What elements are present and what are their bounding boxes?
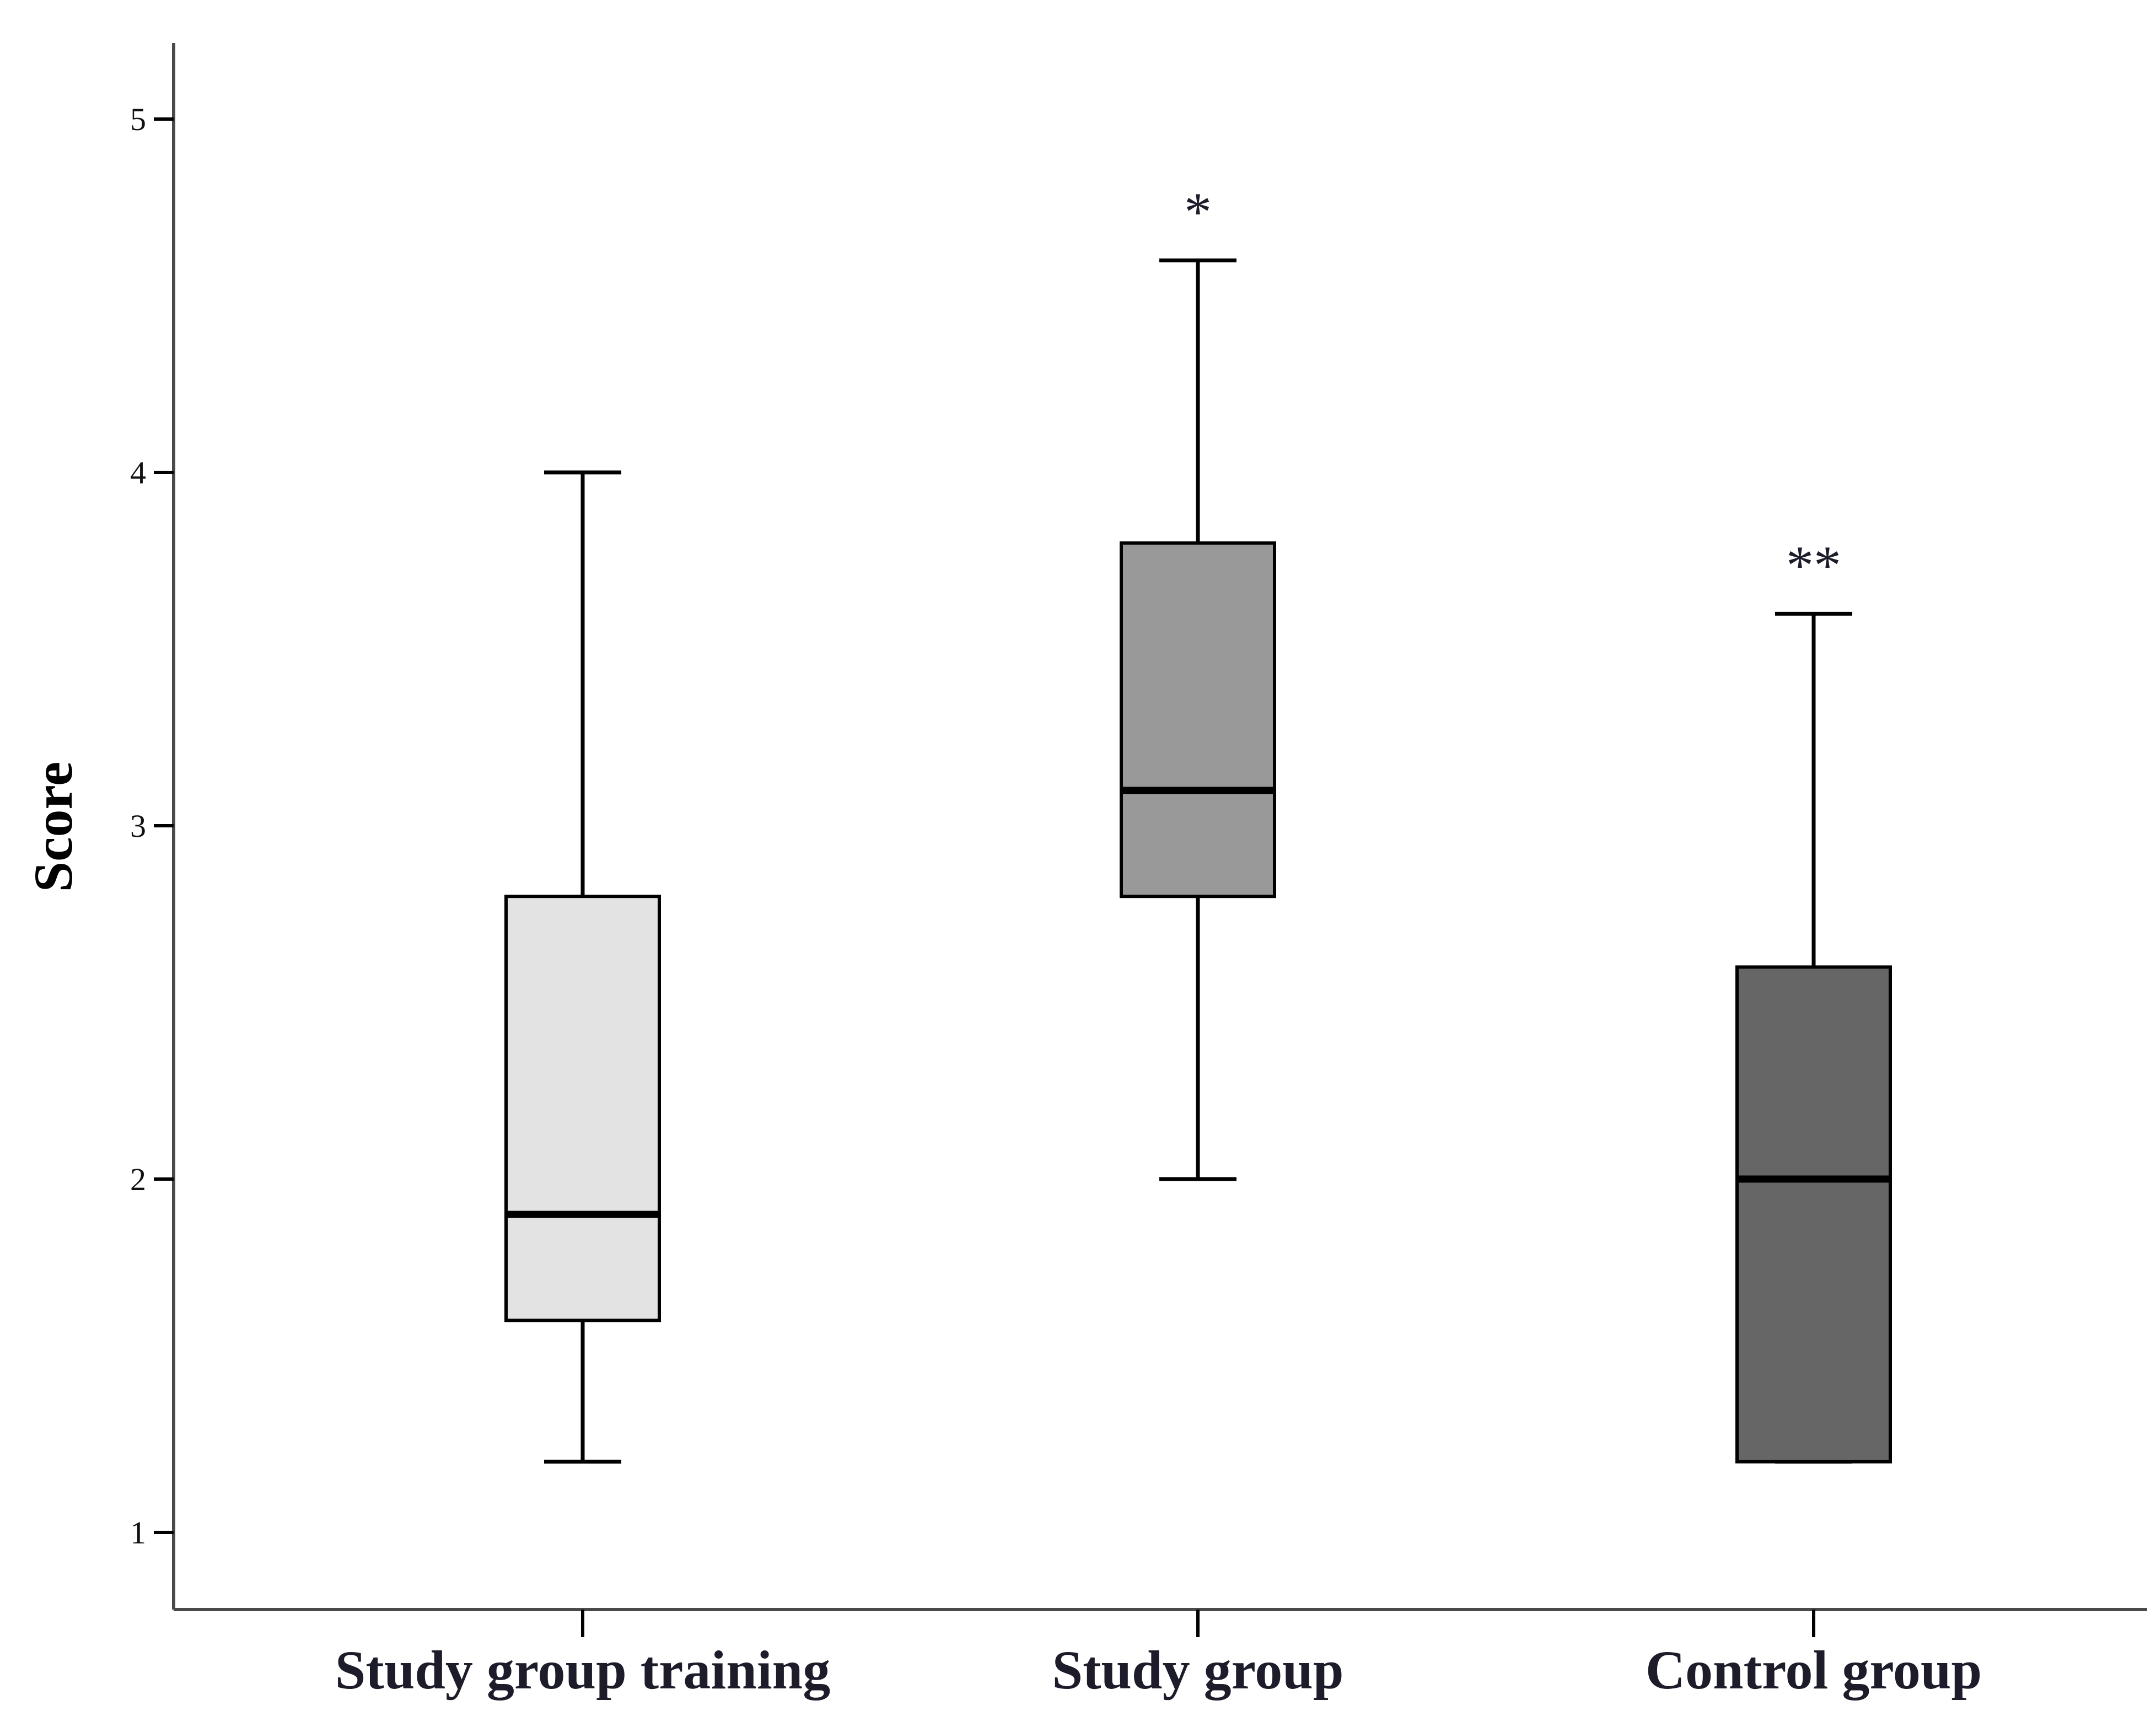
significance-marker: * bbox=[1184, 181, 1212, 242]
y-tick-label: 5 bbox=[130, 101, 146, 137]
box-group: ** bbox=[1735, 534, 1892, 1464]
y-tick-label: 4 bbox=[130, 455, 146, 491]
box-group bbox=[504, 470, 661, 1464]
x-tick-label: Control group bbox=[1646, 1639, 1982, 1701]
box-series: *** bbox=[504, 181, 1892, 1464]
y-axis-label: Score bbox=[23, 762, 84, 892]
y-tick-label: 1 bbox=[130, 1515, 146, 1551]
significance-marker: ** bbox=[1786, 534, 1841, 595]
box-iqr bbox=[1120, 541, 1276, 898]
x-axis-ticks: Study group training Study group Control g… bbox=[335, 1610, 1982, 1701]
box-iqr bbox=[1735, 965, 1892, 1464]
box-group: * bbox=[1120, 181, 1276, 1181]
box-iqr bbox=[504, 895, 661, 1322]
x-tick-label: Study group bbox=[1052, 1639, 1344, 1701]
y-tick-label: 2 bbox=[130, 1161, 146, 1197]
x-tick-label: Study group training bbox=[335, 1639, 830, 1701]
y-axis-ticks: 1 2 3 4 5 bbox=[130, 101, 174, 1551]
y-tick-label: 3 bbox=[130, 808, 146, 844]
